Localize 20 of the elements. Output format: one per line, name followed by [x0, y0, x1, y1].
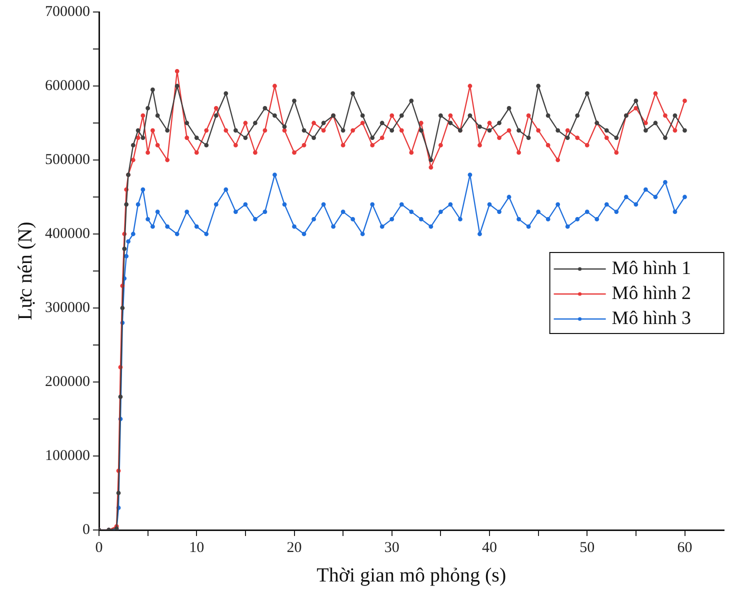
y-axis-title: Lực nén (N) [14, 222, 36, 320]
y-tick-label: 100000 [45, 448, 90, 464]
y-tick-label: 200000 [45, 374, 90, 390]
y-tick-label: 400000 [45, 226, 90, 242]
x-tick-label: 60 [677, 540, 692, 556]
x-tick-label: 20 [286, 540, 302, 556]
x-tick-label: 0 [95, 540, 103, 556]
y-tick-label: 300000 [45, 300, 90, 316]
x-tick-label: 30 [384, 540, 400, 556]
x-axis-title: Thời gian mô phỏng (s) [316, 564, 506, 586]
x-tick-label: 40 [482, 540, 497, 556]
legend-label: Mô hình 2 [612, 282, 691, 304]
y-tick-label: 500000 [45, 152, 90, 168]
y-tick-label: 700000 [45, 4, 90, 20]
x-tick-label: 50 [580, 540, 595, 556]
y-tick-label: 0 [82, 522, 90, 538]
legend-label: Mô hình 1 [612, 258, 691, 279]
x-tick-label: 10 [189, 540, 204, 556]
y-tick-label: 600000 [45, 78, 90, 94]
legend-label: Mô hình 3 [612, 308, 691, 329]
